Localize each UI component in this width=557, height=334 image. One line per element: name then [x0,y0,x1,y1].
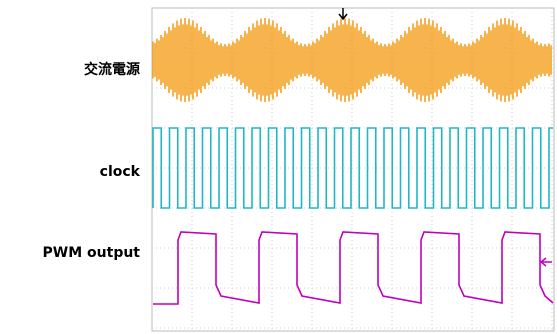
signal-label: PWM output [43,245,141,261]
signal-label: 交流電源 [84,61,140,78]
signal-label: clock [100,164,141,180]
scope-screen: 交流電源 clock PWM output [0,0,557,334]
